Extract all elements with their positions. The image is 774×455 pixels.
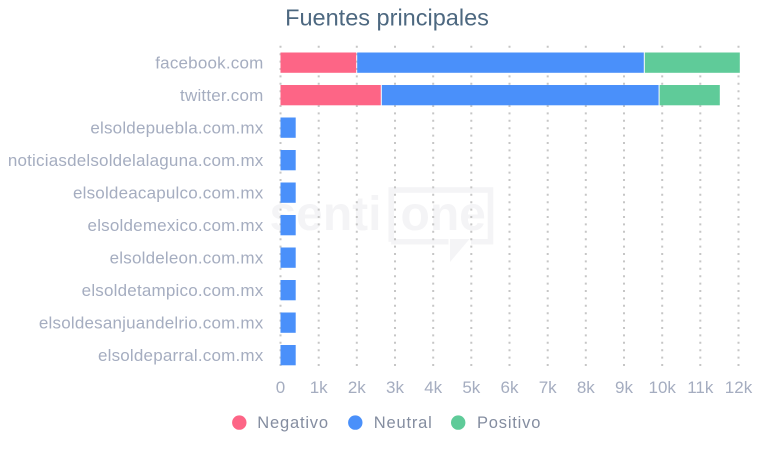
svg-text:4k: 4k	[424, 378, 442, 397]
svg-text:facebook.com: facebook.com	[155, 54, 263, 73]
svg-text:elsoldetampico.com.mx: elsoldetampico.com.mx	[82, 281, 264, 300]
svg-text:elsoldemexico.com.mx: elsoldemexico.com.mx	[88, 216, 264, 235]
svg-text:0: 0	[276, 378, 285, 397]
svg-text:elsoldeparral.com.mx: elsoldeparral.com.mx	[98, 346, 264, 365]
svg-text:11k: 11k	[687, 378, 714, 397]
svg-text:elsoldeacapulco.com.mx: elsoldeacapulco.com.mx	[73, 184, 264, 203]
svg-text:Positivo: Positivo	[477, 414, 541, 432]
svg-text:noticiasdelsoldelalaguna.com.m: noticiasdelsoldelalaguna.com.mx	[8, 151, 264, 170]
svg-text:elsoldesanjuandelrio.com.mx: elsoldesanjuandelrio.com.mx	[39, 314, 264, 333]
svg-text:elsoldepuebla.com.mx: elsoldepuebla.com.mx	[90, 119, 263, 138]
svg-text:elsoldeleon.com.mx: elsoldeleon.com.mx	[110, 249, 264, 268]
svg-text:1k: 1k	[310, 378, 328, 397]
svg-text:Neutral: Neutral	[374, 414, 433, 432]
svg-text:twitter.com: twitter.com	[180, 86, 263, 105]
svg-text:one: one	[401, 188, 486, 241]
svg-text:9k: 9k	[615, 378, 633, 397]
svg-text:Negativo: Negativo	[257, 414, 329, 432]
svg-text:6k: 6k	[501, 378, 519, 397]
svg-text:3k: 3k	[386, 378, 404, 397]
svg-text:10k: 10k	[648, 378, 676, 397]
svg-text:12k: 12k	[725, 378, 753, 397]
svg-text:Fuentes principales: Fuentes principales	[285, 5, 489, 31]
svg-text:7k: 7k	[539, 378, 557, 397]
svg-text:5k: 5k	[462, 378, 480, 397]
svg-text:2k: 2k	[348, 378, 366, 397]
svg-text:8k: 8k	[577, 378, 595, 397]
